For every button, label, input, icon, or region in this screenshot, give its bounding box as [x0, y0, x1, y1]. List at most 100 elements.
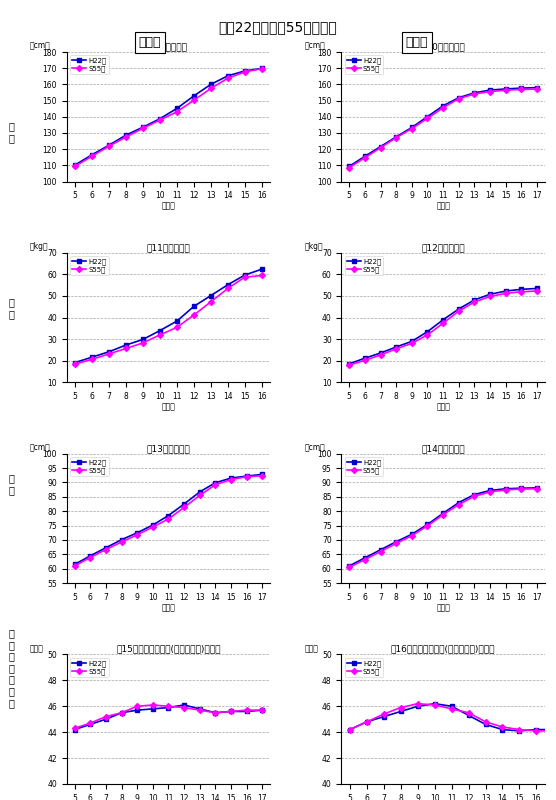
X-axis label: （歳）: （歳）: [162, 603, 175, 612]
H22年: [471, 88, 478, 98]
H22年: [102, 543, 109, 553]
H22年: [499, 725, 506, 734]
Text: （cm）: （cm）: [30, 443, 51, 452]
S55年: [181, 702, 187, 712]
Line: S55年: S55年: [347, 87, 539, 170]
H22年: [259, 470, 266, 479]
S55年: [244, 706, 250, 715]
H22年: [72, 160, 78, 170]
H22年: [72, 358, 78, 367]
H22年: [225, 280, 231, 290]
S55年: [157, 330, 163, 340]
S55年: [471, 89, 478, 98]
S55年: [72, 359, 78, 369]
S55年: [346, 360, 353, 370]
S55年: [244, 472, 250, 482]
S55年: [503, 86, 509, 95]
H22年: [244, 706, 250, 716]
H22年: [503, 484, 509, 494]
H22年: [534, 483, 540, 493]
Legend: H22年, S55年: H22年, S55年: [70, 256, 108, 275]
S55年: [259, 471, 266, 481]
H22年: [486, 290, 493, 299]
H22年: [196, 487, 203, 497]
S55年: [134, 530, 141, 540]
Text: （cm）: （cm）: [305, 443, 325, 452]
S55年: [414, 699, 421, 709]
S55年: [455, 306, 462, 316]
H22年: [409, 122, 415, 132]
H22年: [118, 535, 125, 545]
H22年: [455, 498, 462, 507]
S55年: [118, 538, 125, 547]
H22年: [471, 295, 478, 305]
S55年: [503, 485, 509, 494]
H22年: [518, 483, 525, 493]
H22年: [150, 520, 156, 530]
H22年: [533, 725, 540, 734]
S55年: [89, 354, 96, 364]
S55年: [196, 490, 203, 500]
Line: S55年: S55年: [73, 66, 264, 168]
H22年: [118, 708, 125, 718]
H22年: [244, 471, 250, 481]
S55年: [393, 538, 400, 548]
H22年: [465, 710, 472, 720]
Line: H22年: H22年: [348, 702, 555, 733]
H22年: [346, 725, 353, 734]
S55年: [102, 712, 109, 722]
H22年: [364, 717, 370, 726]
S55年: [140, 338, 146, 348]
H22年: [173, 103, 180, 113]
H22年: [89, 150, 96, 159]
S55年: [212, 708, 219, 718]
H22年: [424, 112, 431, 122]
H22年: [431, 699, 438, 709]
Line: H22年: H22年: [72, 703, 265, 732]
S55年: [346, 562, 353, 572]
S55年: [106, 349, 112, 358]
Line: S55年: S55年: [348, 702, 555, 733]
S55年: [398, 702, 404, 712]
S55年: [550, 726, 556, 736]
S55年: [191, 310, 197, 320]
H22年: [196, 704, 203, 714]
Line: H22年: H22年: [347, 486, 539, 568]
S55年: [409, 338, 415, 348]
H22年: [361, 553, 368, 562]
S55年: [150, 522, 156, 532]
H22年: [157, 114, 163, 123]
S55年: [191, 95, 197, 105]
H22年: [503, 84, 509, 94]
Legend: H22年, S55年: H22年, S55年: [345, 55, 383, 74]
Title: 図13　男子座高: 図13 男子座高: [147, 444, 190, 453]
S55年: [471, 298, 478, 307]
X-axis label: （歳）: （歳）: [436, 202, 450, 210]
Line: S55年: S55年: [347, 289, 539, 367]
S55年: [212, 480, 219, 490]
S55年: [471, 491, 478, 501]
H22年: [518, 83, 525, 93]
Line: H22年: H22年: [72, 472, 265, 566]
Title: 図9　男子身長: 図9 男子身長: [150, 42, 187, 51]
S55年: [534, 84, 540, 94]
H22年: [346, 561, 353, 570]
H22年: [393, 132, 400, 142]
H22年: [346, 162, 353, 171]
S55年: [424, 330, 431, 340]
S55年: [409, 531, 415, 541]
S55年: [134, 702, 141, 711]
H22年: [393, 342, 400, 352]
H22年: [377, 142, 384, 151]
S55年: [393, 344, 400, 354]
H22年: [259, 706, 266, 715]
X-axis label: （歳）: （歳）: [162, 202, 175, 210]
Title: 図10　女子身長: 図10 女子身長: [421, 42, 465, 51]
H22年: [71, 560, 78, 570]
H22年: [486, 486, 493, 495]
S55年: [346, 163, 353, 173]
S55年: [173, 107, 180, 117]
H22年: [157, 326, 163, 335]
S55年: [87, 553, 93, 562]
S55年: [71, 561, 78, 570]
